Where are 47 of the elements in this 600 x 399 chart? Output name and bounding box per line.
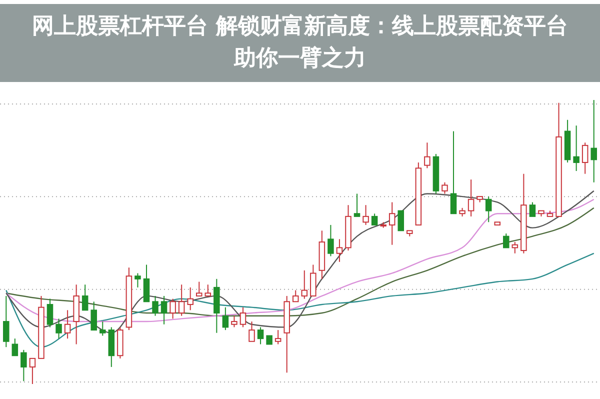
candlestick	[20, 349, 27, 382]
candlestick	[187, 286, 194, 311]
candlestick	[274, 330, 282, 345]
candlestick	[450, 130, 457, 214]
candlestick	[301, 270, 308, 300]
candlestick	[100, 321, 106, 336]
candlestick	[196, 281, 202, 296]
candlestick	[160, 295, 168, 325]
candlestick	[3, 295, 10, 348]
candlestick	[362, 204, 369, 226]
candlestick	[468, 179, 474, 217]
candlestick	[336, 238, 343, 262]
candlestick	[222, 306, 229, 331]
candlestick	[424, 142, 430, 169]
candlestick	[12, 338, 18, 356]
candlestick	[485, 196, 492, 223]
candlestick	[143, 264, 150, 302]
candlestick	[178, 284, 185, 316]
candlestick	[310, 264, 316, 296]
candlestick	[90, 301, 97, 331]
candlestick	[292, 290, 299, 302]
chart-title: 网上股票杠杆平台 解锁财富新高度：线上股票配资平台助你一臂之力	[32, 13, 568, 71]
candlestick	[248, 321, 255, 342]
candlestick	[170, 298, 176, 320]
candlestick	[64, 310, 71, 340]
candlestick	[590, 100, 597, 183]
candlestick	[257, 326, 264, 345]
candlestick	[231, 315, 238, 328]
candlestick	[56, 318, 62, 340]
candlestick	[582, 142, 588, 174]
candlestick	[240, 306, 246, 328]
candlestick	[371, 213, 378, 226]
candlestick	[354, 193, 360, 217]
candlestick	[503, 232, 510, 248]
candlestick	[29, 358, 36, 384]
candlestick	[512, 242, 518, 254]
candlestick	[46, 298, 54, 328]
candlestick	[152, 295, 158, 316]
candlestick	[388, 202, 396, 246]
candlestick	[442, 182, 448, 194]
candlestick	[82, 284, 88, 311]
candlestick	[134, 272, 141, 288]
candlestick	[573, 125, 580, 172]
candlestick	[398, 210, 404, 232]
candlestick	[529, 202, 536, 217]
candlestick	[204, 284, 212, 296]
candlestick	[328, 224, 334, 257]
